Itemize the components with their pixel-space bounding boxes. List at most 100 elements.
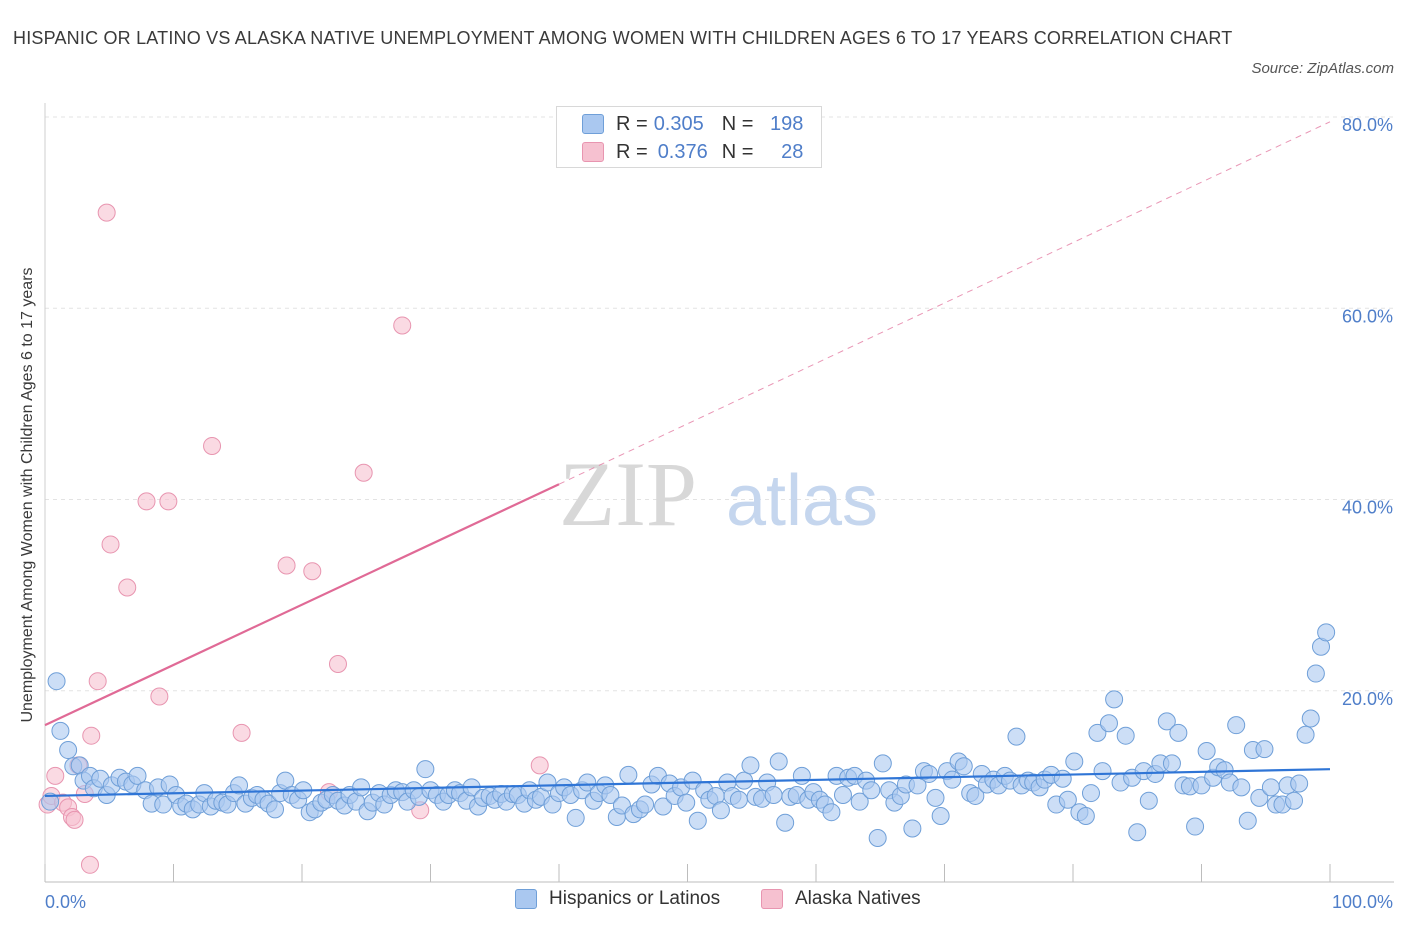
hispanic-point: [931, 807, 950, 826]
hispanic-legend-label: Hispanics or Latinos: [549, 888, 721, 909]
alaska-native-point: [88, 672, 107, 691]
watermark-zip: ZIP: [559, 443, 697, 545]
alaska-native-point: [530, 756, 549, 775]
alaska-native-point: [203, 436, 222, 455]
hispanic-point: [868, 829, 887, 848]
hispanic-point: [619, 765, 638, 784]
hispanic-point: [51, 721, 70, 740]
hispanic-point: [1081, 784, 1100, 803]
hispanic-point: [1285, 791, 1304, 810]
hispanic-point: [1116, 726, 1135, 745]
alaska-native-point: [354, 463, 373, 482]
hispanic-point: [636, 795, 655, 814]
source-label: Source: ZipAtlas.com: [1251, 60, 1394, 77]
y-tick-label: 80.0%: [1342, 115, 1393, 135]
hispanic-point: [154, 795, 173, 814]
legend-r-label: R =: [616, 112, 648, 135]
hispanic-point: [943, 770, 962, 789]
alaska-native-point: [118, 578, 137, 597]
legend-n-label: N =: [721, 140, 754, 163]
alaska-native-point: [232, 723, 251, 742]
hispanic-point: [822, 803, 841, 822]
hispanic-point: [59, 741, 78, 760]
hispanic-point: [1058, 790, 1077, 809]
hispanic-point: [1007, 727, 1026, 746]
hispanic-point: [1128, 823, 1147, 842]
alaska-trend-extension: [558, 121, 1331, 485]
hispanic-point: [792, 766, 811, 785]
hispanic-point: [1093, 762, 1112, 781]
hispanic-point: [128, 766, 147, 785]
alaska-native-point: [46, 766, 65, 785]
hispanic-point: [266, 800, 285, 819]
watermark: ZIP atlas: [559, 443, 878, 545]
y-tick-label: 40.0%: [1342, 498, 1393, 518]
legend-row-hispanic: R = 0.305 N = 198: [582, 112, 803, 136]
hispanic-point: [1296, 725, 1315, 744]
legend-row-alaska: R = 0.376 N = 28: [582, 140, 803, 164]
hispanic-point: [416, 760, 435, 779]
alaska-swatch: [582, 142, 604, 162]
hispanic-point: [1186, 817, 1205, 836]
y-tick-label: 20.0%: [1342, 689, 1393, 709]
hispanic-point: [833, 785, 852, 804]
hispanic-point: [1306, 664, 1325, 683]
legend-n-label: N =: [721, 112, 754, 135]
hispanic-point: [601, 785, 620, 804]
hispanic-point: [1232, 778, 1251, 797]
hispanic-point: [1162, 754, 1181, 773]
trend-lines: [44, 121, 1331, 798]
hispanic-point: [769, 752, 788, 771]
hispanic-point: [1290, 774, 1309, 793]
correlation-legend: R = 0.305 N = 198 R = 0.376 N = 28: [556, 106, 822, 168]
hispanic-point: [1099, 714, 1118, 733]
hispanic-point: [1197, 741, 1216, 760]
hispanic-point: [1105, 690, 1124, 709]
alaska-native-point: [393, 316, 412, 335]
hispanic-point: [654, 797, 673, 816]
gridlines: [45, 116, 1394, 692]
hispanic-point: [1065, 752, 1084, 771]
hispanics-points: [41, 623, 1336, 848]
legend-item-hispanic: Hispanics or Latinos: [515, 888, 720, 910]
alaska-native-point: [65, 810, 84, 829]
hispanic-point: [538, 773, 557, 792]
hispanic-point: [850, 792, 869, 811]
hispanic-point: [41, 792, 60, 811]
hispanic-point: [352, 778, 371, 797]
hispanic-swatch: [582, 114, 604, 134]
hispanic-point: [1227, 716, 1246, 735]
hispanic-point: [1088, 723, 1107, 742]
alaska-native-point: [97, 203, 116, 222]
tick-labels: 20.0% 40.0% 60.0% 80.0% 0.0% 100.0%: [45, 115, 1393, 912]
alaska-native-point: [277, 556, 296, 575]
alaska-native-point: [80, 855, 99, 874]
alaska-native-point: [303, 562, 322, 581]
hispanic-point: [1301, 709, 1320, 728]
hispanic-point: [566, 808, 585, 827]
hispanic-point: [741, 756, 760, 775]
hispanic-point: [47, 672, 66, 691]
legend-item-alaska: Alaska Natives: [761, 888, 921, 910]
alaska-trend-line: [44, 483, 560, 727]
hispanic-point: [1169, 723, 1188, 742]
hispanic-point: [966, 786, 985, 805]
hispanic-point: [1261, 778, 1280, 797]
y-tick-label: 60.0%: [1342, 306, 1393, 326]
legend-r-value: 0.376: [657, 140, 708, 163]
hispanic-point: [683, 771, 702, 790]
hispanic-point: [1255, 740, 1274, 759]
hispanic-point: [677, 793, 696, 812]
hispanic-point: [862, 781, 881, 800]
hispanic-point: [688, 811, 707, 830]
hispanic-point: [903, 819, 922, 838]
alaska-native-point: [101, 535, 120, 554]
hispanic-point: [1250, 788, 1269, 807]
hispanic-point: [230, 776, 249, 795]
alaska-legend-swatch: [761, 889, 783, 909]
alaska-legend-label: Alaska Natives: [795, 888, 921, 909]
chart-title: HISPANIC OR LATINO VS ALASKA NATIVE UNEM…: [13, 28, 1233, 48]
hispanic-point: [1076, 807, 1095, 826]
alaska-native-point: [150, 687, 169, 706]
hispanic-point: [729, 790, 748, 809]
